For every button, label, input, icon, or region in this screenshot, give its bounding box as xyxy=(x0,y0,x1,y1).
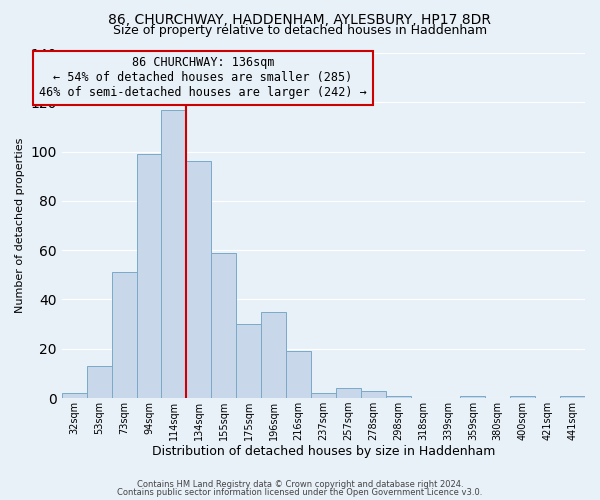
Bar xyxy=(336,388,361,398)
Bar xyxy=(261,312,286,398)
Bar xyxy=(161,110,187,398)
Bar xyxy=(386,396,410,398)
Y-axis label: Number of detached properties: Number of detached properties xyxy=(15,138,25,313)
Bar xyxy=(112,272,137,398)
Bar xyxy=(510,396,535,398)
X-axis label: Distribution of detached houses by size in Haddenham: Distribution of detached houses by size … xyxy=(152,444,495,458)
Text: Contains public sector information licensed under the Open Government Licence v3: Contains public sector information licen… xyxy=(118,488,482,497)
Bar xyxy=(236,324,261,398)
Bar xyxy=(311,393,336,398)
Bar xyxy=(87,366,112,398)
Bar xyxy=(62,393,87,398)
Bar xyxy=(560,396,585,398)
Bar xyxy=(137,154,161,398)
Text: 86 CHURCHWAY: 136sqm
← 54% of detached houses are smaller (285)
46% of semi-deta: 86 CHURCHWAY: 136sqm ← 54% of detached h… xyxy=(39,56,367,100)
Bar xyxy=(361,390,386,398)
Bar xyxy=(211,252,236,398)
Text: Size of property relative to detached houses in Haddenham: Size of property relative to detached ho… xyxy=(113,24,487,37)
Bar xyxy=(286,351,311,398)
Text: Contains HM Land Registry data © Crown copyright and database right 2024.: Contains HM Land Registry data © Crown c… xyxy=(137,480,463,489)
Bar xyxy=(460,396,485,398)
Text: 86, CHURCHWAY, HADDENHAM, AYLESBURY, HP17 8DR: 86, CHURCHWAY, HADDENHAM, AYLESBURY, HP1… xyxy=(109,12,491,26)
Bar xyxy=(187,162,211,398)
